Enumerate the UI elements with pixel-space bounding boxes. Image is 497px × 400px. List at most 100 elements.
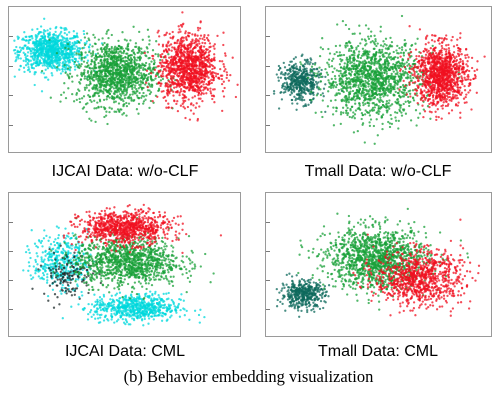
scatter-point (385, 100, 389, 103)
scatter-point (143, 68, 147, 71)
scatter-point (90, 100, 93, 103)
scatter-point (339, 69, 342, 73)
scatter-point (82, 29, 85, 33)
scatter-point (54, 30, 57, 34)
scatter-point (73, 65, 77, 68)
scatter-point (144, 83, 147, 86)
scatter-point (135, 77, 139, 81)
scatter-point (413, 58, 416, 62)
scatter-point (382, 45, 385, 48)
scatter-point (333, 52, 336, 56)
scatter-point (356, 129, 359, 133)
scatter-point (344, 98, 347, 101)
scatter-point (198, 27, 202, 30)
scatter-point (109, 71, 112, 75)
scatter-point (375, 103, 378, 106)
scatter-point (89, 52, 93, 55)
scatter-point (109, 77, 112, 80)
scatter-point (350, 70, 353, 73)
scatter-point (347, 96, 351, 99)
scatter-point (26, 54, 29, 58)
scatter-point (397, 75, 400, 78)
scatter-point (370, 85, 374, 88)
scatter-point (180, 70, 183, 73)
scatter-point (292, 67, 295, 70)
scatter-point (189, 86, 193, 89)
scatter-point (339, 122, 342, 126)
scatter-point (224, 54, 227, 57)
scatter-point (45, 64, 49, 68)
scatter-point (136, 51, 139, 55)
scatter-point (93, 107, 96, 110)
scatter-point (95, 58, 98, 61)
scatter-point (348, 55, 351, 58)
scatter-point (156, 95, 159, 98)
scatter-point (379, 57, 382, 61)
scatter-point (317, 86, 320, 89)
scatter-point (327, 47, 330, 51)
scatter-point (128, 62, 131, 65)
scatter-point (48, 38, 51, 41)
scatter-point (303, 65, 306, 69)
scatter-point (75, 52, 78, 55)
scatter-point (45, 59, 48, 63)
scatter-point (63, 82, 66, 85)
scatter-point (137, 112, 140, 115)
scatter-point (374, 54, 377, 58)
scatter-point (412, 99, 416, 102)
scatter-point (186, 57, 189, 60)
scatter-point (160, 74, 163, 77)
scatter-point (121, 47, 124, 50)
scatter-point (352, 85, 355, 88)
scatter-point (106, 62, 110, 65)
scatter-point (125, 89, 129, 92)
scatter-point (61, 56, 64, 59)
scatter-point (154, 52, 157, 56)
scatter-point (223, 52, 227, 55)
scatter-point (94, 86, 97, 89)
scatter-point (354, 68, 357, 71)
scatter-point (126, 73, 130, 76)
scatter-point (84, 51, 87, 54)
scatter-point (191, 38, 194, 41)
scatter-point (211, 97, 214, 101)
scatter-point (389, 113, 392, 117)
scatter-point (190, 44, 193, 47)
scatter-point (68, 55, 71, 59)
scatter-point (225, 71, 228, 74)
scatter-point (326, 105, 330, 108)
scatter-point (374, 60, 378, 63)
scatter-point (197, 91, 200, 94)
scatter-point (126, 45, 130, 48)
scatter-point (183, 66, 186, 69)
scatter-point (338, 44, 342, 47)
scatter-point (368, 56, 371, 59)
scatter-point (118, 65, 121, 69)
scatter-point (161, 72, 164, 75)
scatter-point (334, 77, 337, 80)
scatter-point (406, 64, 409, 67)
scatter-point (53, 42, 57, 45)
scatter-point (310, 70, 313, 73)
scatter-point (130, 81, 133, 84)
scatter-point (360, 117, 363, 121)
scatter-point (179, 87, 183, 91)
scatter-point (122, 83, 125, 87)
scatter-point (41, 48, 45, 51)
scatter-point (144, 54, 147, 57)
scatter-point (106, 82, 109, 85)
scatter-point (192, 68, 195, 71)
scatter-point (202, 45, 206, 48)
scatter-point (64, 60, 68, 64)
scatter-point (186, 50, 189, 53)
scatter-point (26, 58, 30, 61)
scatter-point (403, 93, 406, 96)
scatter-point (196, 58, 199, 61)
scatter-point (54, 56, 57, 59)
scatter-point (389, 55, 393, 59)
scatter-point (409, 100, 412, 104)
scatter-point (133, 56, 136, 59)
scatter-point (361, 60, 365, 63)
scatter-point (73, 50, 76, 54)
scatter-point (319, 80, 323, 83)
